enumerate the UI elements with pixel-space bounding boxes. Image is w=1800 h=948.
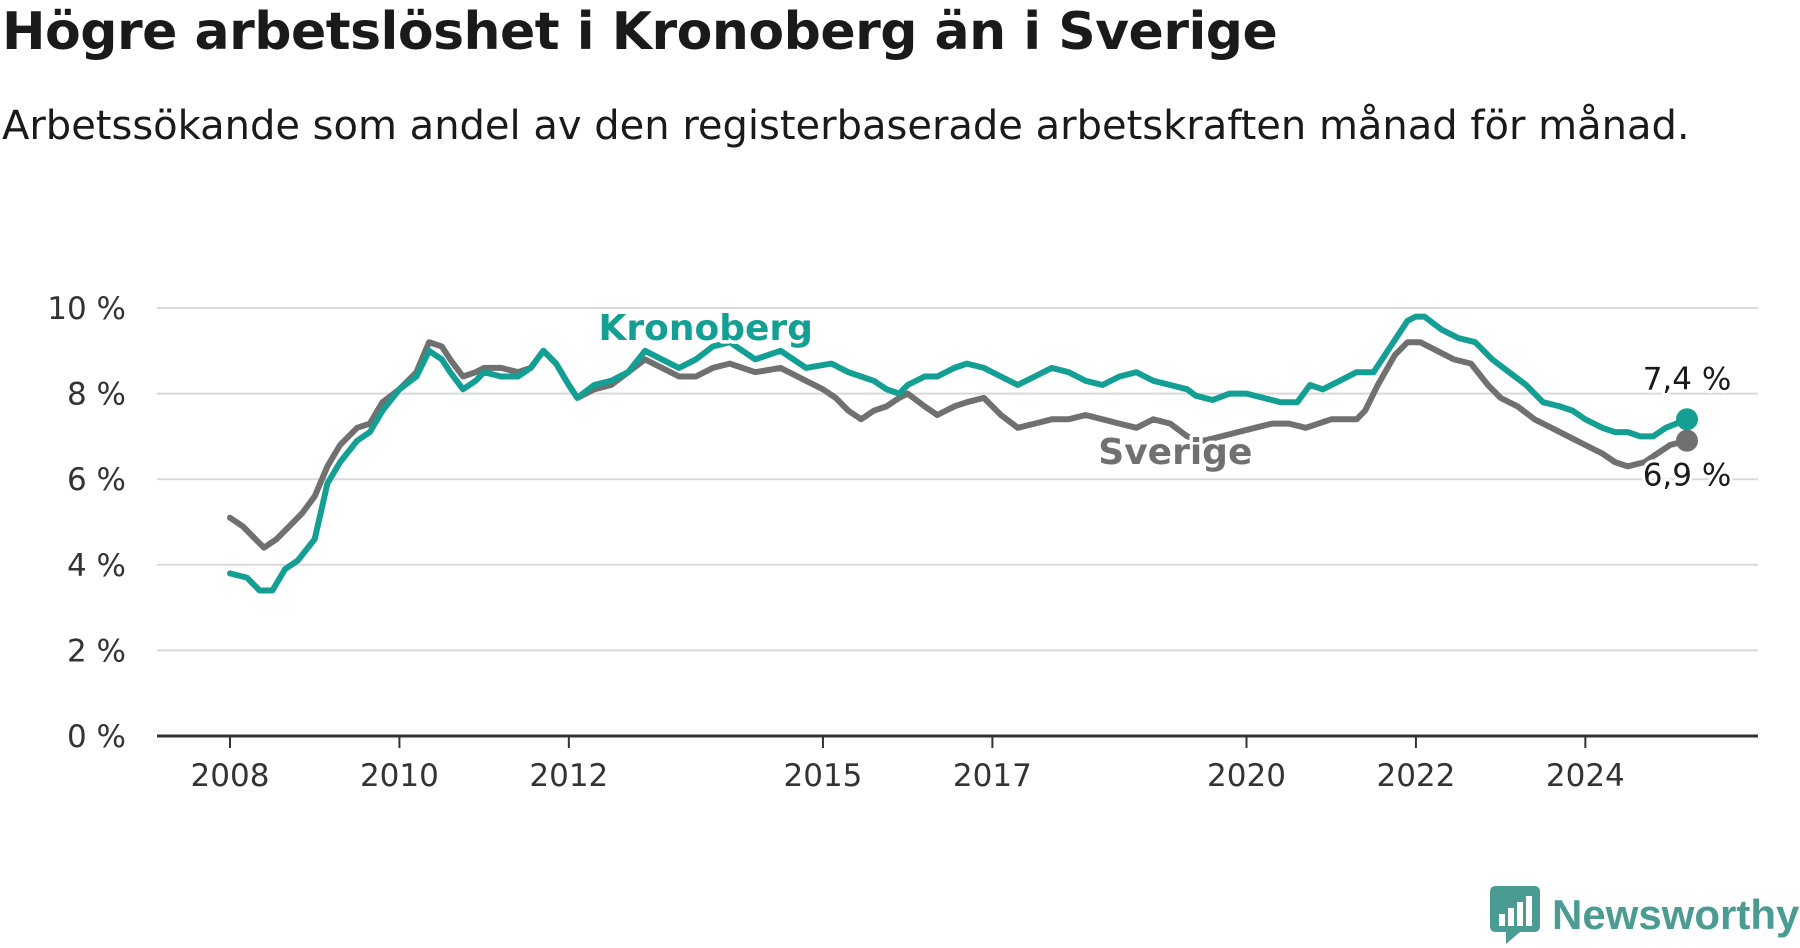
end-value-label-sverige: 6,9 %	[1643, 458, 1732, 494]
x-tick-label-1: 2010	[360, 758, 439, 794]
chart-subtitle: Arbetssökande som andel av den registerb…	[2, 103, 1690, 149]
series-endpoint-sverige	[1676, 429, 1698, 452]
y-tick-label-1: 2 %	[67, 633, 126, 669]
x-tick-label-6: 2022	[1376, 758, 1455, 794]
y-tick-label-3: 6 %	[67, 462, 126, 498]
end-value-label-kronoberg: 7,4 %	[1643, 361, 1732, 397]
newsworthy-logo-icon	[1490, 886, 1540, 944]
y-tick-label-0: 0 %	[67, 719, 126, 755]
x-tick-label-0: 2008	[191, 758, 270, 794]
y-tick-label-2: 4 %	[67, 548, 126, 584]
chart-title: Högre arbetslöshet i Kronoberg än i Sver…	[2, 2, 1278, 62]
series-label-kronoberg: Kronoberg	[598, 308, 812, 349]
x-tick-label-2: 2012	[529, 758, 608, 794]
newsworthy-logo-text: Newsworthy	[1552, 891, 1800, 938]
series-label-sverige: Sverige	[1098, 432, 1252, 473]
axes: 0 % 2 % 4 % 6 % 8 % 10 % 2008 2010 2012 2015 2017 2…	[47, 291, 1758, 794]
y-tick-label-4: 8 %	[67, 377, 126, 413]
x-tick-label-7: 2024	[1546, 758, 1625, 794]
x-tick-label-3: 2015	[784, 758, 863, 794]
gridlines	[157, 307, 1758, 652]
series-lines	[227, 313, 1698, 594]
series-endpoint-kronoberg	[1676, 408, 1698, 431]
newsworthy-logo: Newsworthy	[1490, 885, 1799, 945]
series-labels: Kronoberg Sverige 7,4 % 6,9 %	[595, 305, 1734, 497]
series-line-sverige	[227, 339, 1690, 551]
x-tick-label-4: 2017	[953, 758, 1032, 794]
y-tick-label-5: 10 %	[47, 291, 126, 327]
x-tick-label-5: 2020	[1207, 758, 1286, 794]
series-line-kronoberg	[227, 313, 1690, 594]
